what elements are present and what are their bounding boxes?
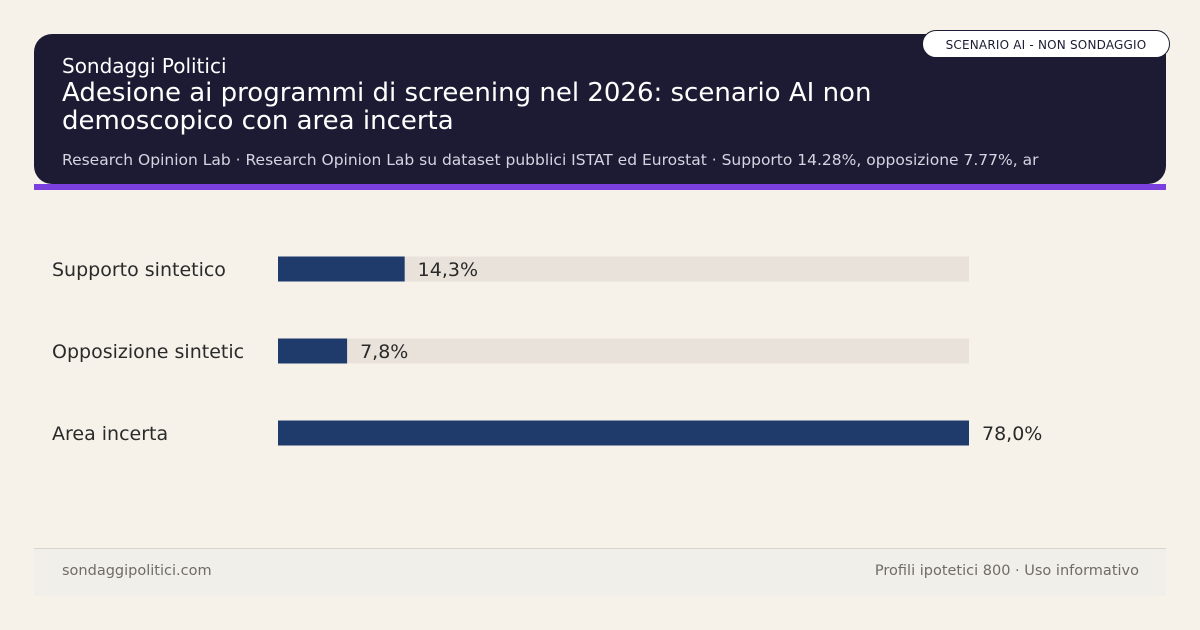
footer-site[interactable]: sondaggipolitici.com bbox=[62, 563, 212, 579]
footer: sondaggipolitici.com Profili ipotetici 8… bbox=[34, 548, 1166, 596]
footer-note: Profili ipotetici 800 · Uso informativo bbox=[874, 563, 1139, 579]
bar bbox=[278, 256, 405, 282]
scenario-badge: SCENARIO AI - NON SONDAGGIO bbox=[922, 30, 1170, 58]
value-label: 7,8% bbox=[360, 341, 408, 363]
bar bbox=[278, 420, 969, 446]
header-panel: Sondaggi Politici Adesione ai programmi … bbox=[34, 34, 1166, 184]
brand-name: Sondaggi Politici bbox=[62, 54, 227, 78]
category-label: Supporto sintetico bbox=[52, 259, 226, 281]
page-title: Adesione ai programmi di screening nel 2… bbox=[62, 78, 872, 136]
value-label: 78,0% bbox=[982, 423, 1042, 445]
bar bbox=[278, 338, 348, 364]
value-label: 14,3% bbox=[418, 259, 478, 281]
bar-track bbox=[278, 338, 969, 364]
category-label: Area incerta bbox=[52, 423, 168, 445]
page-subtitle: Research Opinion Lab · Research Opinion … bbox=[62, 151, 1039, 169]
category-label: Opposizione sintetic bbox=[52, 341, 244, 363]
accent-divider bbox=[34, 184, 1166, 190]
